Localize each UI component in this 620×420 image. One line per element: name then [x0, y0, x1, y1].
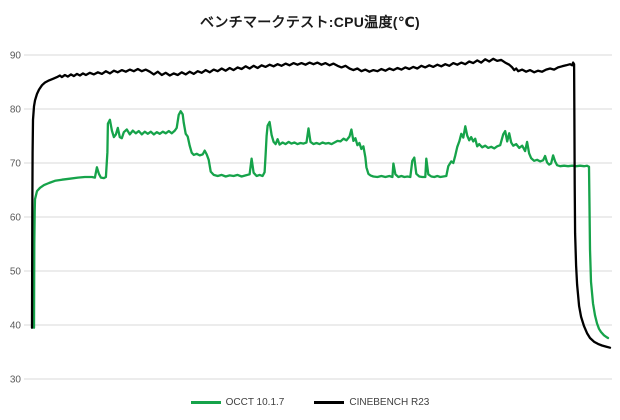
y-tick-label: 80 — [10, 105, 22, 116]
y-tick-label: 90 — [10, 51, 22, 62]
series-line-cinebench-r23 — [30, 57, 612, 349]
legend-item-1: OCCT 10.1.7 — [190, 397, 285, 408]
legend: OCCT 10.1.7 CINEBENCH R23 — [0, 397, 620, 408]
legend-item-2: CINEBENCH R23 — [314, 397, 429, 408]
series-line-occt-10-1-7 — [32, 110, 610, 340]
chart-title: ベンチマークテスト:CPU温度(℃) — [200, 14, 420, 30]
legend-label: CINEBENCH R23 — [349, 397, 430, 408]
y-tick-label: 30 — [10, 375, 22, 386]
legend-line-swatch — [314, 401, 345, 404]
y-tick-label: 40 — [10, 321, 22, 332]
y-tick-label: 50 — [10, 267, 22, 278]
legend-line-swatch — [190, 401, 221, 404]
y-tick-label: 70 — [10, 159, 22, 170]
y-tick-label: 60 — [10, 213, 22, 224]
legend-label: OCCT 10.1.7 — [225, 397, 285, 408]
